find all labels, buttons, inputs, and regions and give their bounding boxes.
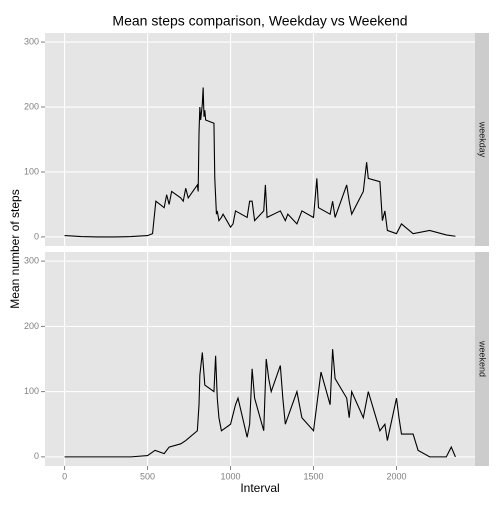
y-tick-label: 100 — [24, 166, 39, 176]
y-tick-label: 200 — [24, 101, 39, 111]
strip-label: weekday — [478, 121, 488, 158]
y-tick-label: 100 — [24, 386, 39, 396]
panel-background — [45, 33, 475, 246]
x-tick-label: 500 — [140, 471, 155, 481]
y-tick-label: 0 — [34, 231, 39, 241]
x-tick-label: 2000 — [386, 471, 406, 481]
strip — [475, 252, 489, 466]
chart-title: Mean steps comparison, Weekday vs Weeken… — [112, 13, 407, 29]
strip — [475, 33, 489, 246]
y-tick-label: 300 — [24, 256, 39, 266]
x-tick-label: 1500 — [304, 471, 324, 481]
strip-label: weekend — [478, 340, 488, 377]
x-tick-label: 1000 — [221, 471, 241, 481]
line — [64, 349, 456, 458]
panel-background — [45, 252, 475, 466]
y-tick-label: 0 — [34, 451, 39, 461]
y-axis-label: Mean number of steps — [8, 189, 22, 308]
y-tick-label: 200 — [24, 321, 39, 331]
x-tick-label: 0 — [62, 471, 67, 481]
y-tick-label: 300 — [24, 36, 39, 46]
x-axis-label: Interval — [240, 481, 279, 495]
line — [64, 87, 456, 238]
